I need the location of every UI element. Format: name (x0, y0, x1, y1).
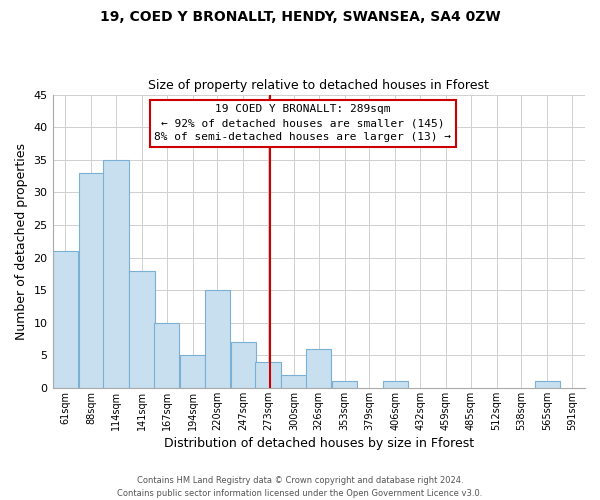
Bar (230, 342, 256, 388)
Bar (154, 322, 179, 388)
Bar (256, 362, 281, 388)
Bar (53, 251, 78, 388)
Title: Size of property relative to detached houses in Fforest: Size of property relative to detached ho… (148, 79, 489, 92)
Bar (103, 160, 129, 388)
Bar (332, 382, 357, 388)
Text: 19 COED Y BRONALLT: 289sqm
← 92% of detached houses are smaller (145)
8% of semi: 19 COED Y BRONALLT: 289sqm ← 92% of deta… (154, 104, 451, 142)
Bar (535, 382, 560, 388)
Bar (180, 356, 205, 388)
Bar (383, 382, 408, 388)
Bar (306, 349, 331, 388)
X-axis label: Distribution of detached houses by size in Fforest: Distribution of detached houses by size … (164, 437, 474, 450)
Bar (79, 173, 104, 388)
Y-axis label: Number of detached properties: Number of detached properties (15, 142, 28, 340)
Text: Contains HM Land Registry data © Crown copyright and database right 2024.
Contai: Contains HM Land Registry data © Crown c… (118, 476, 482, 498)
Bar (205, 290, 230, 388)
Bar (281, 375, 307, 388)
Text: 19, COED Y BRONALLT, HENDY, SWANSEA, SA4 0ZW: 19, COED Y BRONALLT, HENDY, SWANSEA, SA4… (100, 10, 500, 24)
Bar (129, 270, 155, 388)
